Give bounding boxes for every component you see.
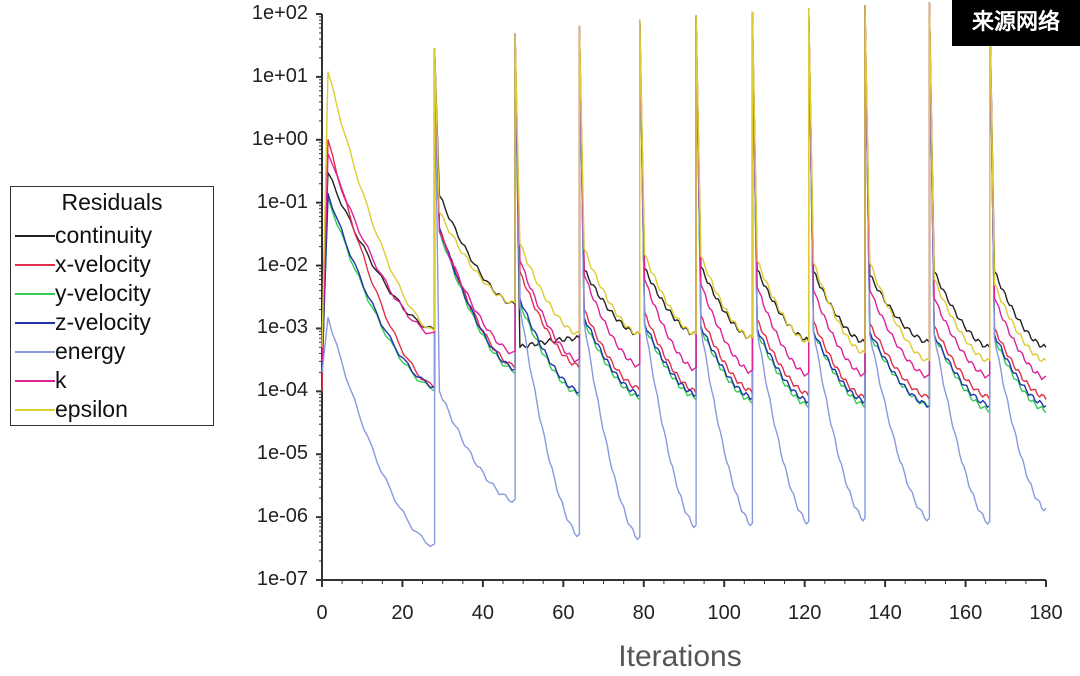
x-tick-label: 140 — [868, 602, 902, 624]
legend-item-epsilon: epsilon — [15, 395, 211, 423]
x-tick-label: 180 — [1029, 602, 1063, 624]
series-line-epsilon — [321, 0, 1047, 362]
y-tick-label: 1e-06 — [256, 505, 308, 528]
series-line-k — [321, 0, 1047, 381]
y-tick-label: 1e+02 — [251, 2, 308, 24]
x-tick-label: 80 — [632, 602, 655, 624]
x-tick-label: 20 — [391, 602, 414, 624]
y-tick-label: 1e+00 — [251, 127, 308, 150]
legend-label: continuity — [55, 222, 153, 248]
legend-item-continuity: continuity — [15, 221, 211, 249]
y-tick-label: 1e-01 — [256, 190, 308, 213]
legend-swatch — [15, 264, 55, 266]
legend-item-energy: energy — [15, 337, 211, 365]
legend-item-x-velocity: x-velocity — [15, 250, 211, 278]
legend-swatch — [15, 235, 55, 237]
x-tick-label: 0 — [316, 602, 328, 624]
x-axis-label: Iterations — [618, 640, 742, 673]
y-tick-label: 1e-04 — [256, 379, 308, 402]
legend-label: k — [55, 367, 67, 393]
legend-swatch — [15, 351, 55, 353]
y-tick-label: 1e-02 — [256, 253, 308, 276]
x-tick-label: 100 — [707, 602, 741, 624]
legend-label: epsilon — [55, 396, 128, 422]
watermark-badge: 来源网络 — [952, 0, 1080, 46]
legend-label: energy — [55, 338, 126, 364]
series-line-x-velocity — [321, 0, 1047, 401]
series-line-z-velocity — [321, 0, 1047, 408]
series-line-continuity — [321, 0, 1047, 349]
x-tick-label: 60 — [552, 602, 575, 624]
legend-item-k: k — [15, 366, 211, 394]
legend-swatch — [15, 293, 55, 295]
legend-label: z-velocity — [55, 309, 151, 335]
legend-swatch — [15, 380, 55, 382]
y-tick-label: 1e-05 — [256, 442, 308, 465]
y-tick-label: 1e-07 — [256, 568, 308, 590]
legend-swatch — [15, 409, 55, 411]
y-tick-label: 1e+01 — [251, 64, 308, 87]
legend-swatch — [15, 322, 55, 324]
legend-label: x-velocity — [55, 251, 151, 277]
legend-item-z-velocity: z-velocity — [15, 308, 211, 336]
x-tick-label: 40 — [471, 602, 494, 624]
legend-label: y-velocity — [55, 280, 151, 306]
legend-item-y-velocity: y-velocity — [15, 279, 211, 307]
legend: Residuals continuity x-velocity y-velocity… — [10, 186, 214, 426]
series-line-energy — [321, 0, 1047, 547]
chart-axes — [316, 13, 1047, 587]
x-tick-label: 120 — [787, 602, 822, 624]
x-tick-label: 160 — [948, 602, 983, 624]
legend-title: Residuals — [61, 189, 163, 215]
chart-series-lines — [321, 0, 1047, 547]
y-tick-label: 1e-03 — [256, 316, 308, 339]
